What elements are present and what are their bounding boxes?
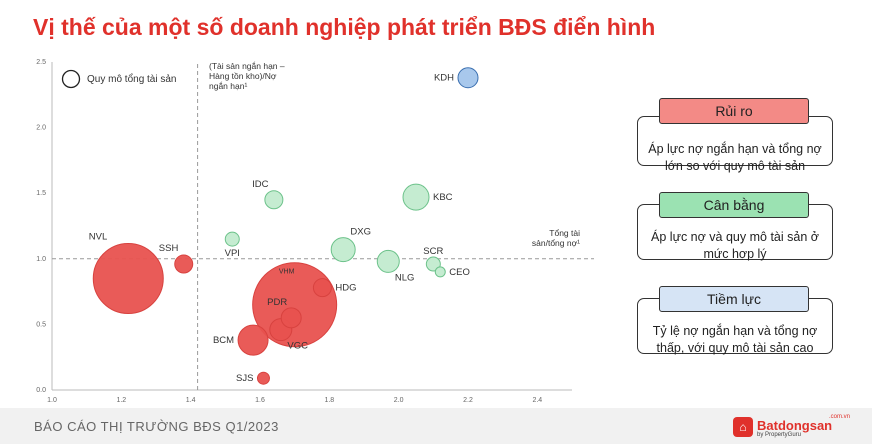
vertical-annotation-line: Hàng tồn kho)/Nợ [209,71,277,81]
y-tick-label: 2.5 [36,59,46,66]
house-icon: ⌂ [733,417,753,437]
chart-legend: Quy mô tổng tài sản [61,69,177,89]
point-kbc [402,183,430,211]
logo-name: Batdongsan [757,418,833,433]
chart-axes: 1.0 1.2 1.4 1.6 1.8 2.0 2.2 2.4 0.0 0.5 1.0 1.5 2.0 2… [36,59,572,404]
vertical-annotation: (Tài sản ngắn hạn – Hàng tồn kho)/Nợ ngắn … [209,61,285,91]
point-sjs [256,371,270,385]
panel-potential-heading: Tiềm lực [659,286,809,312]
point-ceo [434,266,446,278]
point-nvl [92,242,164,314]
legend-bubble-icon [61,69,81,89]
scatter-chart: 1.0 1.2 1.4 1.6 1.8 2.0 2.2 2.4 0.0 0.5 1.0 1.5 2.0 2… [36,59,594,404]
point-label-pdr: PDR [267,297,287,308]
panel-balance-description: Áp lực nợ và quy mô tài sản ở mức hợp lý [638,205,832,263]
point-scr [425,256,441,272]
point-kdh [457,67,479,89]
x-tick-label: 2.2 [463,397,473,404]
logo-domain: .com.vn [829,414,851,420]
panel-risk-line-2: lớn so với quy mô tài sản [664,159,806,173]
point-label-nvl: NVL [89,231,107,242]
point-label-ceo: CEO [449,267,470,278]
y-tick-label: 0.0 [36,387,46,394]
x-tick-label: 1.8 [324,397,334,404]
panel-risk: Áp lực nợ ngắn hạn và tổng nợ lớn so với… [637,116,833,173]
point-dxg [330,237,356,263]
panel-potential-line-2: thấp, với quy mô tài sản cao [656,341,814,355]
point-label-dxg: DXG [350,227,371,238]
panel-balance-line-1: Áp lực nợ và quy mô tài sản ở [651,230,819,244]
chart-point-labels: KDH IDC KBC VPI DXG NLG SCR CEO NVL SSH VHM HDG PDR V… [89,73,470,384]
point-label-vpi: VPI [225,248,240,259]
footer-bar: BÁO CÁO THỊ TRƯỜNG BĐS Q1/2023 ⌂ Batdong… [0,408,872,444]
chart-annotations: (Tài sản ngắn hạn – Hàng tồn kho)/Nợ ngắn … [209,61,580,248]
page-title: Vị thế của một số doanh nghiệp phát triể… [33,14,656,40]
point-label-sjs: SJS [236,373,253,384]
point-pdr [280,307,302,329]
y-tick-label: 0.5 [36,321,46,328]
y-tick-label: 1.5 [36,190,46,197]
point-label-vhm: VHM [279,269,295,276]
panel-balance-line-2: mức hợp lý [703,247,767,261]
point-ssh [174,254,194,274]
point-label-scr: SCR [423,246,443,257]
chart-points [92,67,479,385]
y-tick-label: 1.0 [36,256,46,263]
panel-risk-line-1: Áp lực nợ ngắn hạn và tổng nợ [648,142,822,156]
x-tick-label: 1.6 [255,397,265,404]
brand-logo: ⌂ Batdongsan .com.vn by PropertyGuru [733,414,863,442]
footer-report-title: BÁO CÁO THỊ TRƯỜNG BĐS Q1/2023 [34,419,279,434]
y-tick-label: 2.0 [36,125,46,132]
panel-risk-description: Áp lực nợ ngắn hạn và tổng nợ lớn so với… [638,117,832,175]
point-label-bcm: BCM [213,335,234,346]
reference-lines [52,64,594,390]
vertical-annotation-line: (Tài sản ngắn hạn – [209,61,285,71]
point-label-ssh: SSH [159,243,179,254]
x-tick-label: 1.0 [47,397,57,404]
point-label-vgc: VGC [287,341,308,352]
panel-potential-description: Tỷ lệ nợ ngắn hạn và tổng nợ thấp, với q… [638,299,832,357]
point-hdg [312,278,332,298]
x-tick-label: 1.2 [116,397,126,404]
point-nlg [376,249,400,273]
point-label-idc: IDC [252,179,269,190]
panel-balance-heading: Cân bằng [659,192,809,218]
horizontal-annotation: Tổng tài sản/tổng nợ¹ [532,228,580,248]
point-vpi [224,231,240,247]
point-label-nlg: NLG [395,272,415,283]
point-idc [264,190,284,210]
x-tick-label: 2.0 [394,397,404,404]
point-bcm [237,324,269,356]
logo-sub: by PropertyGuru [757,432,802,438]
x-tick-label: 2.4 [532,397,542,404]
point-label-kdh: KDH [434,73,454,84]
vertical-annotation-line: ngắn hạn¹ [209,81,247,91]
horizontal-annotation-line: sản/tổng nợ¹ [532,238,580,248]
point-label-hdg: HDG [335,283,356,294]
panel-risk-heading: Rủi ro [659,98,809,124]
panel-potential-line-1: Tỷ lệ nợ ngắn hạn và tổng nợ [652,324,818,338]
x-tick-label: 1.4 [186,397,196,404]
point-label-kbc: KBC [433,192,453,203]
legend-label: Quy mô tổng tài sản [87,73,177,85]
horizontal-annotation-line: Tổng tài [549,228,580,238]
